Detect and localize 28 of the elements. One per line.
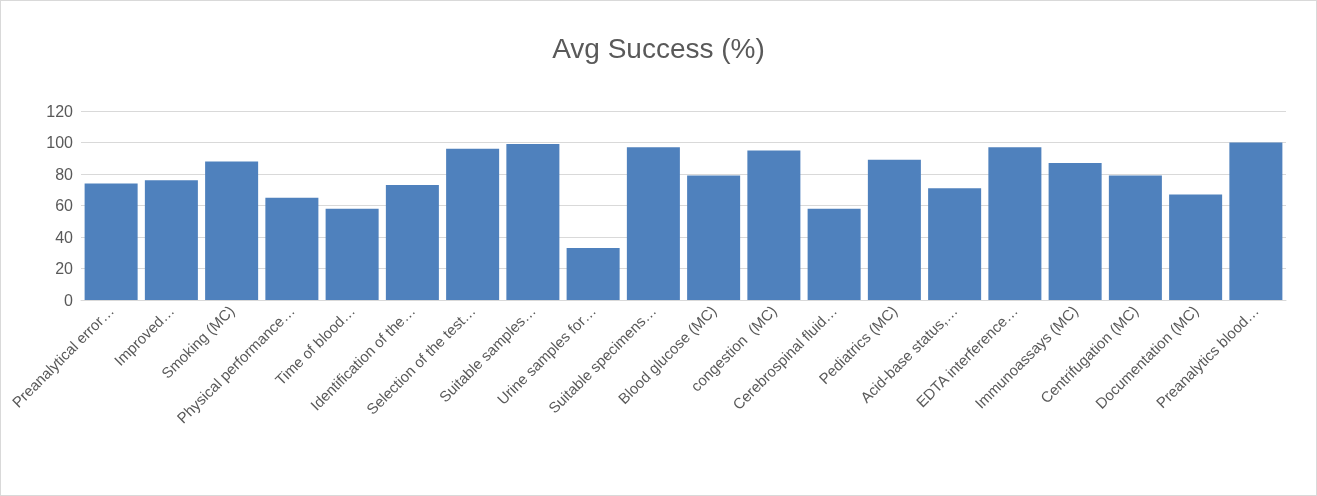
bar xyxy=(144,180,198,300)
bar xyxy=(747,150,801,300)
y-tick-label: 100 xyxy=(46,134,74,151)
bar xyxy=(867,159,921,300)
bar xyxy=(988,147,1042,300)
bar xyxy=(566,248,620,300)
bar xyxy=(1108,175,1162,300)
chart-title: Avg Success (%) xyxy=(552,32,765,64)
bar xyxy=(84,183,138,300)
bar xyxy=(205,161,259,300)
bar xyxy=(325,208,379,300)
bar xyxy=(687,175,741,300)
bar xyxy=(265,197,319,300)
y-tick-label: 40 xyxy=(55,228,74,246)
bar xyxy=(446,148,500,300)
bar xyxy=(1048,162,1102,300)
bar xyxy=(1169,194,1223,300)
bar xyxy=(506,144,560,300)
bar xyxy=(807,208,861,300)
y-tick-label: 60 xyxy=(55,197,74,214)
y-tick-label: 120 xyxy=(46,102,74,120)
bar xyxy=(928,188,982,300)
bar xyxy=(626,147,680,300)
bar xyxy=(385,185,439,300)
y-tick-label: 20 xyxy=(55,260,74,277)
y-tick-label: 0 xyxy=(64,291,74,309)
y-tick-label: 80 xyxy=(55,165,74,183)
bar xyxy=(1229,142,1283,300)
